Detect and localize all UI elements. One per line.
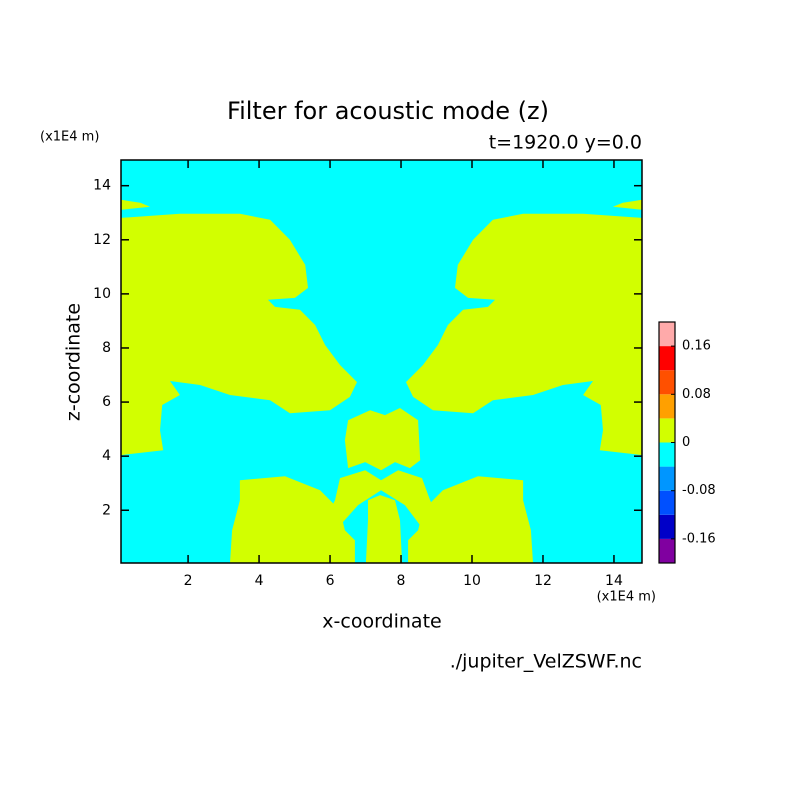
- colorbar-band: [659, 538, 675, 563]
- contour-region: [121, 213, 357, 456]
- colorbar-band: [659, 346, 675, 371]
- axes: 2 4 6 8 10 12 14 2 4 6 8 10 12 14: [93, 159, 643, 589]
- colorbar-tick-label: 0.16: [682, 339, 711, 354]
- subtitle: t=1920.0 y=0.0: [489, 132, 642, 154]
- y-tick-label: 12: [93, 232, 111, 248]
- x-tick-label: 2: [184, 573, 193, 589]
- y-tick-label: 10: [93, 286, 111, 302]
- plot-area: [121, 160, 642, 563]
- y-tick-label: 14: [93, 178, 111, 194]
- x-tick-label: 10: [463, 573, 481, 589]
- colorbar-band: [659, 514, 675, 539]
- x-tick-label: 14: [605, 573, 623, 589]
- colorbar-tick-label: -0.16: [682, 531, 716, 546]
- x-tick-label: 12: [534, 573, 552, 589]
- colorbar-band: [659, 322, 675, 347]
- contour-region: [406, 213, 642, 456]
- x-axis-label: x-coordinate: [322, 611, 441, 633]
- y-tick-label: 4: [102, 448, 111, 464]
- colorbar-band: [659, 370, 675, 395]
- plot-frame: [120, 159, 643, 564]
- contour-region: [325, 470, 441, 526]
- y-tick-label: 8: [102, 340, 111, 356]
- y-tick-label: 2: [102, 502, 111, 518]
- contour-region: [230, 476, 355, 563]
- x-tick-label: 6: [326, 573, 335, 589]
- y-unit: (x1E4 m): [40, 130, 99, 145]
- colorbar-band: [659, 490, 675, 515]
- contour-region: [121, 199, 151, 210]
- source: ./jupiter_VelZSWF.nc: [450, 651, 642, 673]
- colorbar-tick-label: 0.08: [682, 387, 711, 402]
- chart-title: Filter for acoustic mode (z): [227, 97, 549, 125]
- colorbar-band: [659, 466, 675, 491]
- contour-region: [612, 199, 642, 210]
- colorbar-band: [659, 442, 675, 467]
- colorbar-tick-label: -0.08: [682, 483, 716, 498]
- colorbar-band: [659, 418, 675, 443]
- y-axis-label: z-coordinate: [63, 303, 85, 421]
- colorbar-tick-label: 0: [682, 435, 690, 450]
- colorbar-band: [659, 394, 675, 419]
- contour-region: [344, 408, 421, 471]
- contour-region: [365, 495, 403, 563]
- y-tick-label: 6: [102, 394, 111, 410]
- contour-region: [408, 476, 533, 563]
- x-tick-label: 4: [255, 573, 264, 589]
- x-tick-label: 8: [397, 573, 406, 589]
- x-unit: (x1E4 m): [597, 590, 656, 605]
